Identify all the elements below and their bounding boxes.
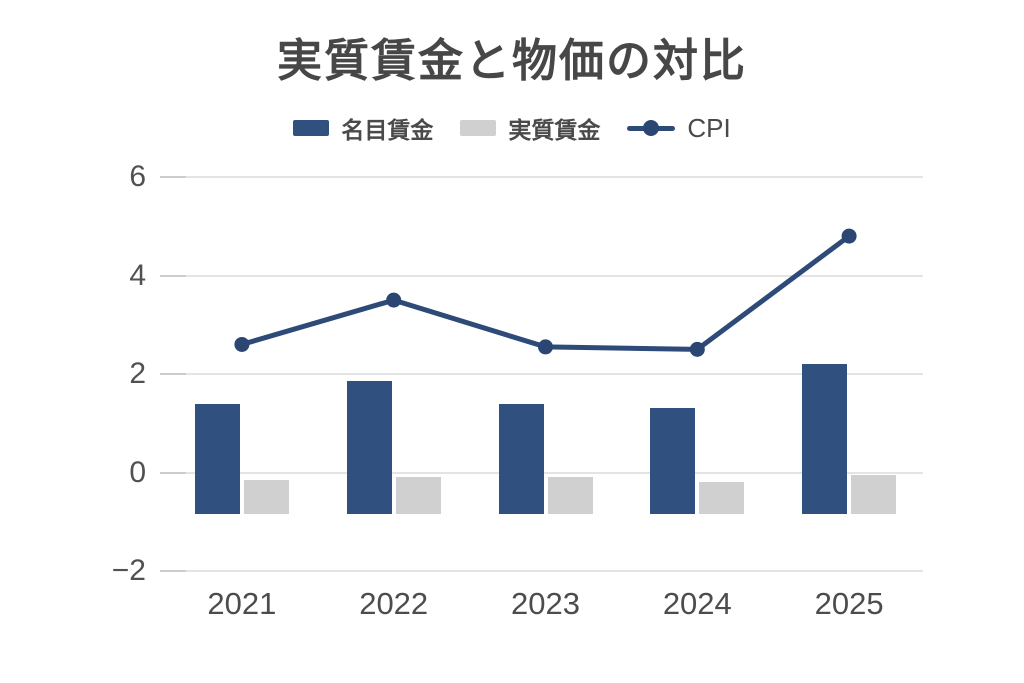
- bar-nominal-wage-2025: [802, 364, 848, 515]
- ytick-label-6: 6: [129, 160, 146, 193]
- gridline-y-4: [160, 274, 923, 277]
- legend-line-dot-icon: [643, 120, 660, 136]
- chart-title: 実質賃金と物価の対比: [276, 35, 747, 86]
- xtick-label-2021: 2021: [207, 586, 277, 621]
- bar-real-wage-2023: [547, 477, 593, 515]
- bar-real-wage-2025: [851, 474, 897, 515]
- bar-nominal-wage-2022: [346, 381, 392, 515]
- cpi-line: [239, 233, 852, 352]
- ytick-mark-0: [160, 471, 186, 474]
- ytick-label--2: −2: [111, 554, 146, 587]
- cpi-point-2024: [689, 341, 705, 357]
- legend-item-nominal-wage: 名目賃金: [293, 111, 433, 145]
- legend-label-cpi: CPI: [687, 112, 731, 143]
- ytick-mark--2: [160, 570, 186, 572]
- bar-nominal-wage-2024: [650, 408, 696, 515]
- legend-label-nominal-wage: 名目賃金: [341, 117, 434, 143]
- gridline-y-6: [160, 176, 923, 178]
- legend-line-marker-cpi: [627, 120, 676, 136]
- cpi-point-2025: [841, 228, 857, 244]
- bar-nominal-wage-2023: [498, 403, 544, 515]
- ytick-mark-4: [160, 274, 186, 277]
- legend-item-real-wage: 実質賃金: [460, 111, 600, 145]
- ytick-label-0: 0: [129, 455, 146, 489]
- bar-real-wage-2022: [395, 477, 441, 515]
- bar-nominal-wage-2021: [194, 403, 240, 515]
- gridline-y--2: [160, 570, 923, 572]
- legend: 名目賃金 実質賃金 CPI: [0, 110, 1024, 146]
- ytick-mark-2: [160, 373, 186, 375]
- legend-item-cpi: CPI: [627, 112, 731, 144]
- bar-real-wage-2021: [243, 479, 289, 515]
- xtick-label-2024: 2024: [662, 586, 732, 621]
- bar-real-wage-2024: [699, 482, 745, 515]
- cpi-point-2023: [538, 339, 553, 355]
- cpi-point-2022: [386, 292, 402, 308]
- xtick-label-2023: 2023: [511, 586, 580, 621]
- gridline-y-2: [160, 373, 923, 375]
- cpi-point-2021: [234, 336, 250, 352]
- xtick-label-2022: 2022: [359, 586, 429, 621]
- legend-label-real-wage: 実質賃金: [508, 117, 601, 143]
- legend-swatch-nominal-wage: [293, 120, 330, 136]
- legend-swatch-real-wage: [460, 120, 497, 136]
- ytick-label-2: 2: [129, 357, 146, 390]
- xtick-label-2025: 2025: [814, 586, 884, 621]
- ytick-label-4: 4: [129, 258, 146, 292]
- ytick-mark-6: [160, 176, 186, 178]
